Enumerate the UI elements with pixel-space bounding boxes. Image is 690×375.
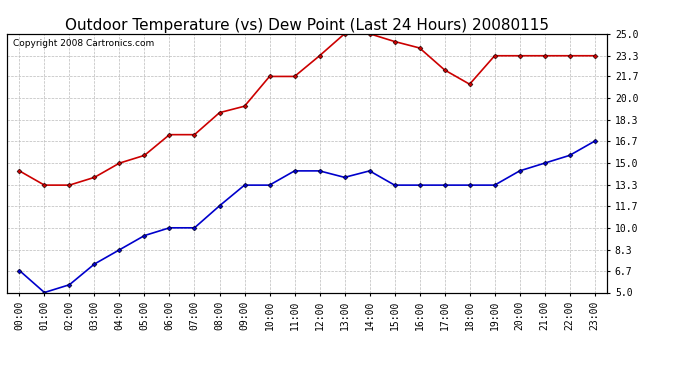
Text: Copyright 2008 Cartronics.com: Copyright 2008 Cartronics.com: [13, 39, 154, 48]
Title: Outdoor Temperature (vs) Dew Point (Last 24 Hours) 20080115: Outdoor Temperature (vs) Dew Point (Last…: [65, 18, 549, 33]
